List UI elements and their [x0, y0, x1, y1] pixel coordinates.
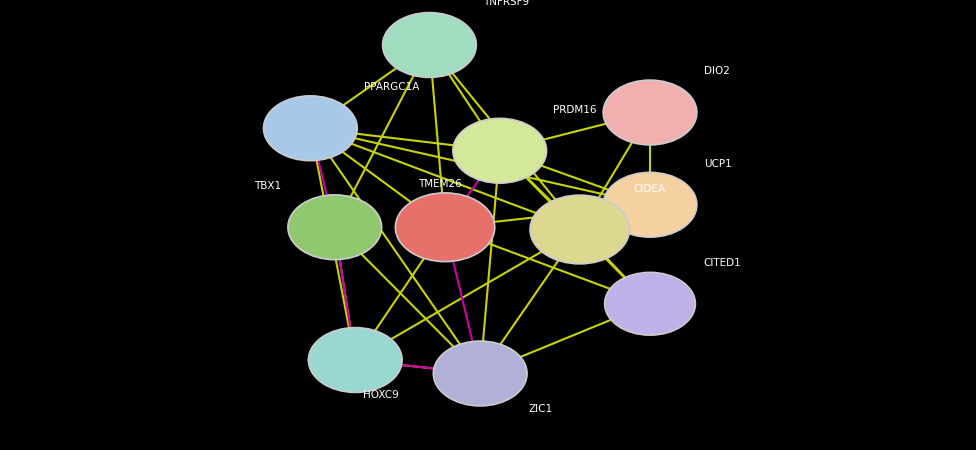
Ellipse shape: [605, 272, 695, 335]
Ellipse shape: [433, 341, 527, 406]
Text: PPARGC1A: PPARGC1A: [364, 82, 420, 92]
Ellipse shape: [603, 80, 697, 145]
Ellipse shape: [453, 118, 547, 183]
Ellipse shape: [530, 195, 630, 264]
Ellipse shape: [264, 96, 357, 161]
Text: UCP1: UCP1: [704, 159, 731, 169]
Ellipse shape: [288, 195, 382, 260]
Text: PRDM16: PRDM16: [553, 105, 597, 115]
Ellipse shape: [383, 13, 476, 77]
Text: TBX1: TBX1: [254, 181, 281, 191]
Ellipse shape: [603, 172, 697, 237]
Text: TMEM26: TMEM26: [419, 179, 462, 189]
Text: CIDEA: CIDEA: [633, 184, 666, 194]
Ellipse shape: [308, 328, 402, 392]
Ellipse shape: [395, 193, 495, 261]
Text: DIO2: DIO2: [704, 67, 730, 76]
Text: TNFRSF9: TNFRSF9: [483, 0, 529, 7]
Text: ZIC1: ZIC1: [529, 404, 553, 414]
Text: CITED1: CITED1: [704, 258, 742, 268]
Text: HOXC9: HOXC9: [363, 391, 399, 401]
